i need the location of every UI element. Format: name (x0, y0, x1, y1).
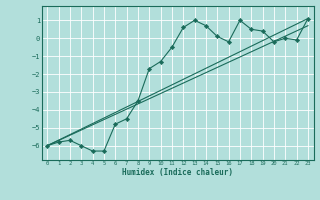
X-axis label: Humidex (Indice chaleur): Humidex (Indice chaleur) (122, 168, 233, 177)
